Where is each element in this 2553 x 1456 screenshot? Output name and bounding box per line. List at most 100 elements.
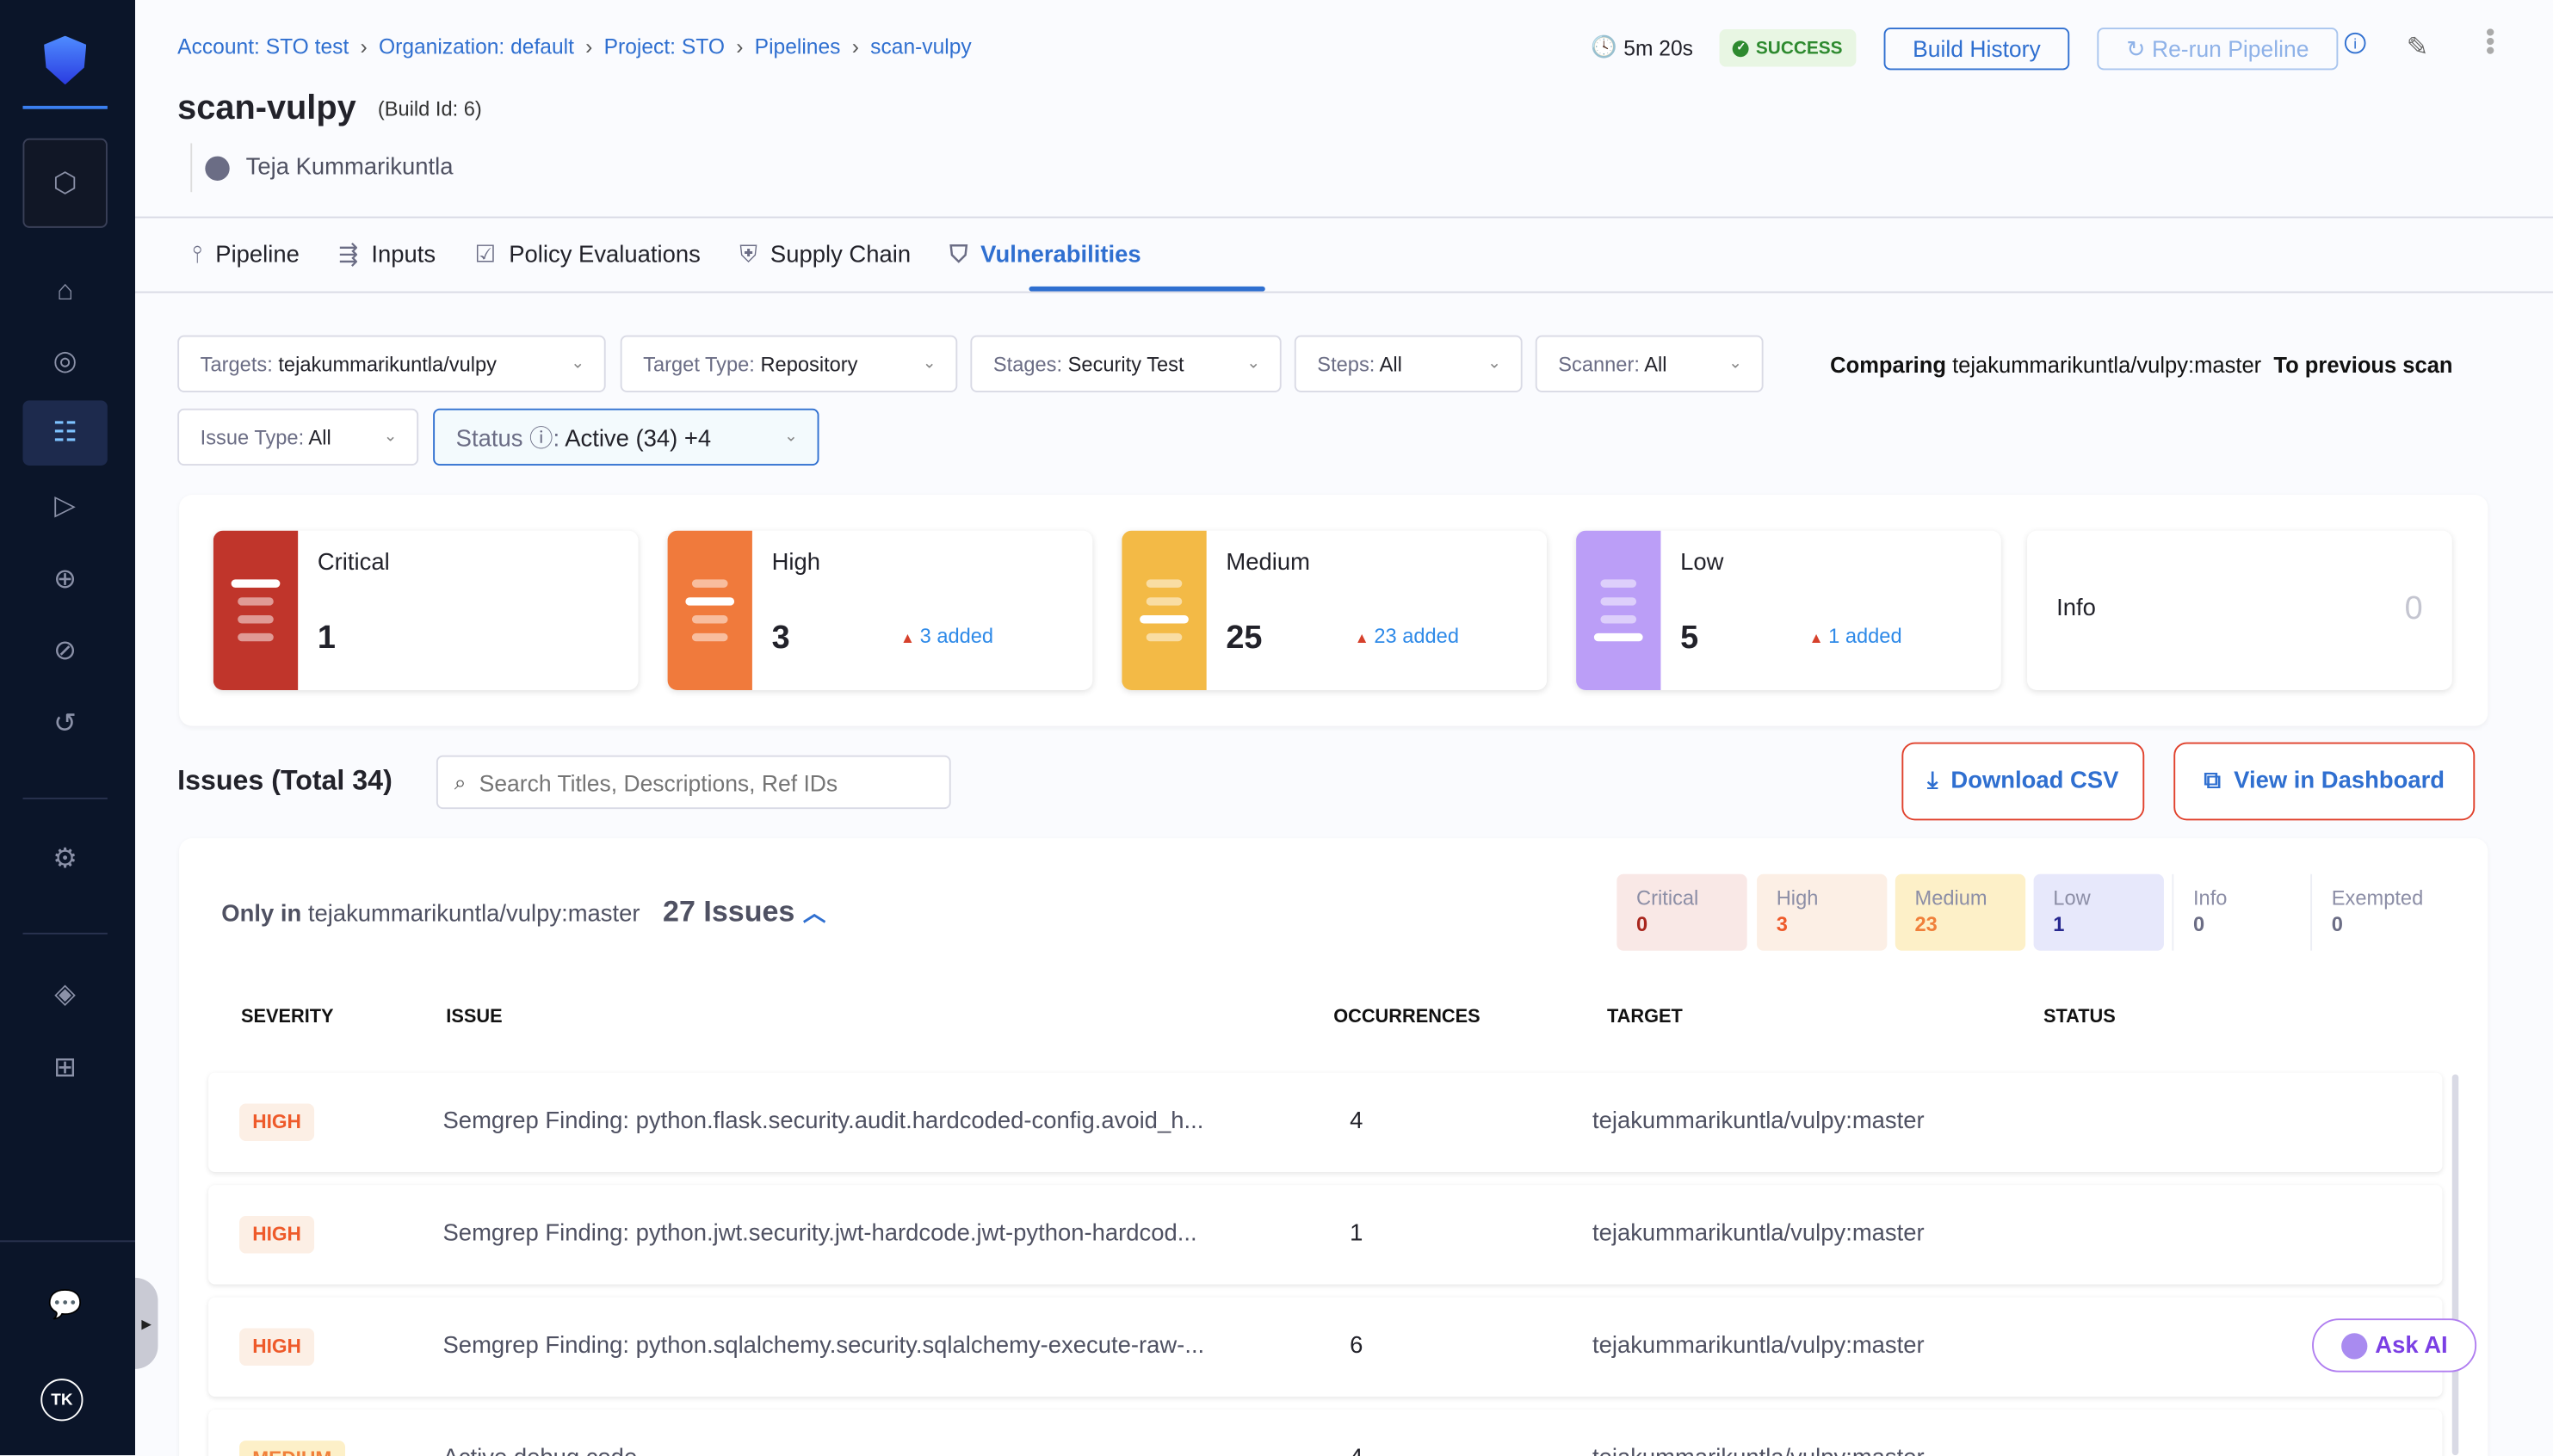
exemptions-eye-off-icon[interactable]: ⊘ [53,634,77,666]
severity-badge: HIGH [239,1328,315,1367]
layers-icon[interactable]: ◈ [54,978,77,1009]
search-input[interactable] [479,768,919,796]
group-target: tejakummarikuntla/vulpy:master [307,901,640,929]
scanner-filter[interactable]: Scanner: All ⌄ [1535,335,1764,392]
edit-pencil-icon[interactable]: ✎ [2406,34,2429,62]
table-scrollbar[interactable] [2451,1074,2459,1456]
chevron-down-icon: ⌄ [784,428,798,447]
settings-gear-icon[interactable]: ⚙ [53,842,78,874]
comparing-to[interactable]: To previous scan [2273,353,2453,378]
column-severity[interactable]: SEVERITY [240,1007,334,1027]
column-status[interactable]: STATUS [2043,1007,2116,1027]
column-target[interactable]: TARGET [1607,1007,1683,1027]
sidebar-divider [22,797,108,799]
severity-count: 3 [771,620,790,657]
table-row[interactable]: HIGH Semgrep Finding: python.jwt.securit… [208,1185,2443,1285]
chevron-right-icon: › [736,34,744,59]
severity-card-info[interactable]: Info 0 [2027,530,2452,691]
column-issue[interactable]: ISSUE [446,1007,503,1027]
issues-title: Issues (Total 34) [177,765,393,796]
rerun-pipeline-button[interactable]: ↻ Re-run Pipeline [2097,28,2339,71]
overview-icon[interactable]: ◎ [53,345,77,376]
breadcrumb: Account: STO test › Organization: default… [177,34,972,59]
status-filter[interactable]: Status ⓘ: Active (34) +4 ⌄ [433,408,819,466]
target: tejakummarikuntla/vulpy:master [1592,1108,1925,1135]
table-row[interactable]: MEDIUM Active debug code 4 tejakummariku… [208,1410,2443,1456]
external-link-icon: ⧉ [2204,768,2222,795]
chevron-right-icon: › [360,34,368,59]
filter-key: Target Type: [643,352,761,376]
home-icon[interactable]: ⌂ [56,275,74,306]
tab-inputs[interactable]: ⇶ Inputs [338,238,436,274]
added-count: ▲ 23 added [1355,625,1464,647]
severity-card-critical[interactable]: Critical 1 [213,530,639,691]
tab-vulnerabilities[interactable]: ⛉ Vulnerabilities [949,238,1141,274]
clock-icon: 🕓 [1591,34,1617,59]
added-text: 23 added [1374,625,1459,648]
count-chip-low[interactable]: Low 1 [2033,873,2164,951]
breadcrumb-project[interactable]: Project: STO [603,34,725,59]
count-chip-exempted[interactable]: Exempted 0 [2310,873,2441,951]
issue-type-filter[interactable]: Issue Type: All ⌄ [177,408,419,466]
targets-filter[interactable]: Targets: tejakummarikuntla/vulpy ⌄ [177,335,606,392]
target-type-filter[interactable]: Target Type: Repository ⌄ [620,335,958,392]
module-switcher-cube-icon[interactable]: ⬡ [22,138,108,228]
filter-value: All [308,425,331,449]
tab-policy-evaluations[interactable]: ☑ Policy Evaluations [475,238,701,274]
issues-search[interactable]: ⌕ [436,755,951,810]
user-circle-icon [205,155,230,181]
severity-badge: MEDIUM [239,1441,345,1456]
build-history-button[interactable]: Build History [1883,28,2070,71]
security-review-icon[interactable]: ↺ [53,707,77,739]
chevron-up-icon[interactable]: ︿ [802,900,826,927]
occurrences: 4 [1350,1108,1363,1135]
added-text: 3 added [919,625,994,648]
filter-key: Steps: [1317,352,1380,376]
severity-card-medium[interactable]: Medium 25 ▲ 23 added [1122,530,1548,691]
occurrences: 1 [1350,1220,1363,1247]
breadcrumb-pipeline[interactable]: scan-vulpy [870,34,972,59]
status-badge: ✓ SUCCESS [1719,29,1857,67]
breadcrumb-account[interactable]: Account: STO test [177,34,349,59]
count-chip-high[interactable]: High 3 [1757,873,1888,951]
executions-icon[interactable]: ▷ [54,490,77,521]
stages-filter[interactable]: Stages: Security Test ⌄ [970,335,1282,392]
tab-label: Supply Chain [770,242,912,269]
integrations-icon[interactable]: ⊞ [53,1051,77,1083]
group-count: 27 Issues [663,895,795,929]
user-name: Teja Kummarikuntla [245,154,454,181]
table-row[interactable]: HIGH Semgrep Finding: python.sqlalchemy.… [208,1297,2443,1397]
severity-card-low[interactable]: Low 5 ▲ 1 added [1576,530,2001,691]
count-chip-critical[interactable]: Critical 0 [1616,873,1747,951]
sidebar: ⬡ ⌂ ◎ ☷ ▷ ⊕ ⊘ ↺ ⚙ ◈ ⊞ 💬 TK [0,0,136,1456]
user-avatar[interactable]: TK [40,1379,83,1422]
breadcrumb-organization[interactable]: Organization: default [379,34,574,59]
group-header[interactable]: Only in tejakummarikuntla/vulpy:master 2… [221,895,825,929]
targets-icon[interactable]: ⊕ [53,563,77,595]
view-in-dashboard-button[interactable]: ⧉ View in Dashboard [2173,742,2476,821]
info-icon[interactable]: i [2344,32,2366,54]
download-csv-button[interactable]: ⤓ Download CSV [1901,742,2145,821]
column-occurrences[interactable]: OCCURRENCES [1333,1007,1480,1027]
breadcrumb-pipelines[interactable]: Pipelines [754,34,841,59]
sidebar-collapse-toggle[interactable]: ▶ [135,1277,158,1369]
issue-title: Semgrep Finding: python.flask.security.a… [442,1108,1204,1135]
help-chat-icon[interactable]: 💬 [47,1289,83,1321]
ask-ai-button[interactable]: Ask AI [2312,1318,2477,1373]
count-chip-medium[interactable]: Medium 23 [1895,873,2026,951]
steps-filter[interactable]: Steps: All ⌄ [1294,335,1523,392]
pipelines-icon[interactable]: ☷ [22,400,108,466]
table-row[interactable]: HIGH Semgrep Finding: python.flask.secur… [208,1072,2443,1172]
severity-level-icon [667,530,752,691]
filter-key: Targets: [200,352,279,376]
severity-card-high[interactable]: High 3 ▲ 3 added [667,530,1093,691]
tab-label: Inputs [371,242,436,269]
count-chip-info[interactable]: Info 0 [2172,873,2303,951]
refresh-icon: ↻ [2126,34,2146,61]
tab-pipeline[interactable]: ⫯ Pipeline [192,238,300,274]
more-options-icon[interactable]: ••• [2475,28,2503,55]
severity-label: High [771,550,821,577]
tab-supply-chain[interactable]: ⛨ Supply Chain [739,238,911,274]
harness-sto-logo[interactable] [44,35,87,85]
tab-label: Vulnerabilities [980,242,1141,269]
